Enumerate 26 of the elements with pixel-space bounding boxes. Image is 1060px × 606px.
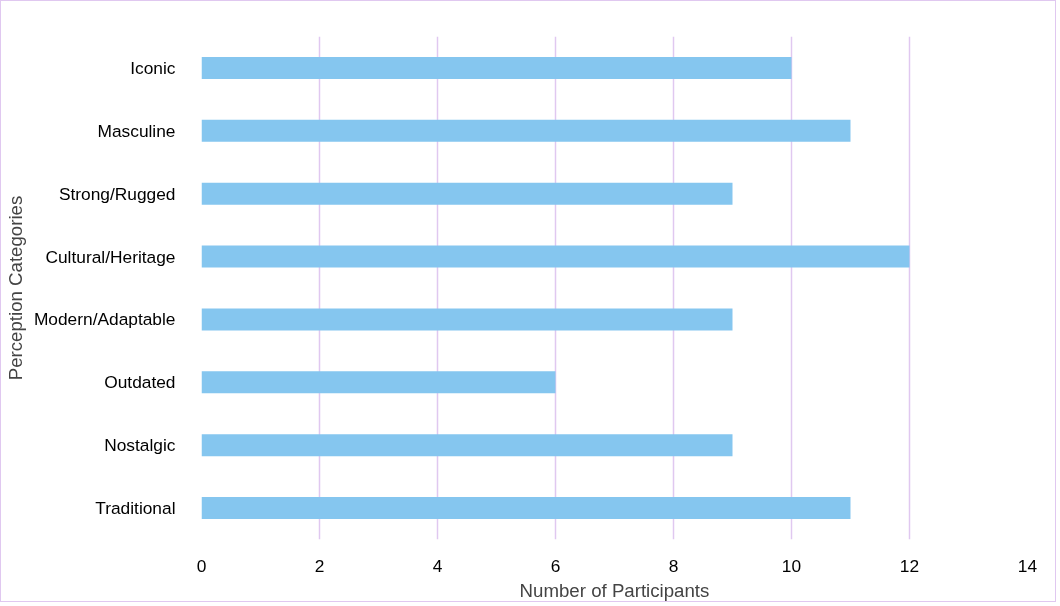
x-tick-label: 4 <box>432 555 443 576</box>
bar <box>201 308 733 331</box>
x-tick-label: 8 <box>668 555 679 576</box>
y-axis-title: Perception Categories <box>4 195 26 381</box>
y-tick-label: Iconic <box>130 57 176 78</box>
y-tick-label: Modern/Adaptable <box>33 309 176 330</box>
y-tick-label: Traditional <box>95 498 176 519</box>
bar <box>201 119 851 142</box>
x-tick-label: 12 <box>899 555 920 576</box>
y-tick-label: Masculine <box>97 120 176 141</box>
bar <box>201 56 792 79</box>
x-axis-title: Number of Participants <box>519 579 710 601</box>
bar <box>201 434 733 457</box>
y-tick-label: Nostalgic <box>104 435 176 456</box>
bar <box>201 371 556 394</box>
bar <box>201 497 851 520</box>
x-tick-label: 0 <box>196 555 207 576</box>
bar <box>201 182 733 205</box>
x-tick-label: 6 <box>550 555 561 576</box>
y-tick-label: Outdated <box>104 372 176 393</box>
bar <box>201 245 910 268</box>
y-tick-label: Cultural/Heritage <box>45 246 176 267</box>
y-tick-label: Strong/Rugged <box>58 183 176 204</box>
x-tick-label: 10 <box>781 555 802 576</box>
x-tick-label: 2 <box>314 555 325 576</box>
x-tick-label: 14 <box>1017 555 1038 576</box>
